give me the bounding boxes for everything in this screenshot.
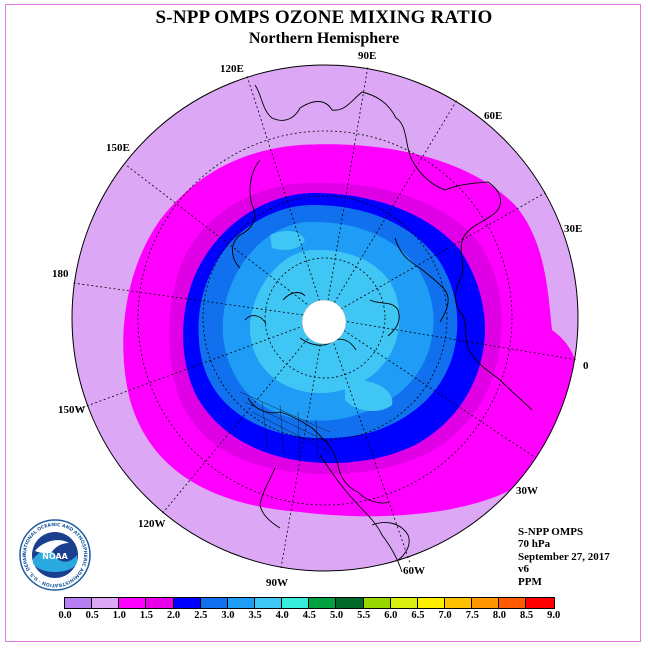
colorbar-tick-label: 3.5 (248, 610, 262, 621)
colorbar-tick-label: 1.0 (112, 610, 126, 621)
lon-label-0: 0 (583, 360, 589, 372)
colorbar-tick-label: 8.0 (492, 610, 506, 621)
lon-label-30e: 30E (564, 223, 583, 235)
pressure-level: 70 hPa (518, 538, 551, 551)
colorbar-tick-label: 7.0 (438, 610, 452, 621)
noaa-logo: NATIONAL OCEANIC AND ATMOSPHERIC ADMINIS… (19, 519, 91, 591)
colorbar-swatch (200, 598, 228, 608)
colorbar-tick-label: 9.0 (547, 610, 561, 621)
colorbar-tick-label: 5.0 (329, 610, 344, 621)
colorbar-swatch (363, 598, 391, 608)
colorbar-tick-label: 4.0 (275, 610, 289, 621)
lon-label-120e: 120E (220, 63, 244, 75)
colorbar-tick-label: 0.0 (58, 610, 72, 621)
lon-label-120w: 120W (138, 518, 166, 530)
colorbar-tick-label: 3.0 (221, 610, 235, 621)
observation-date: September 27, 2017 (518, 550, 610, 563)
figure-frame (5, 4, 641, 642)
graticule (72, 65, 579, 569)
colorbar-tick-label: 7.5 (465, 610, 479, 621)
lon-label-150w: 150W (58, 404, 86, 416)
colorbar (64, 597, 555, 609)
lon-label-30w: 30W (516, 485, 538, 497)
data-version: v6 (518, 563, 529, 576)
colorbar-swatch (92, 598, 120, 608)
colorbar-swatch (499, 598, 527, 608)
colorbar-swatch (146, 598, 174, 608)
colorbar-swatch (173, 598, 201, 608)
product-info: S-NPP OMPS 70 hPa September 27, 2017 v6 … (518, 526, 610, 588)
colorbar-swatch (526, 598, 554, 608)
colorbar-swatch (309, 598, 337, 608)
colorbar-swatch (472, 598, 500, 608)
coastlines (232, 84, 533, 573)
lon-label-60e: 60E (484, 110, 503, 122)
colorbar-swatch (417, 598, 445, 608)
instrument-name: S-NPP OMPS (518, 526, 584, 538)
colorbar-swatch (336, 598, 364, 608)
colorbar-swatch (390, 598, 418, 608)
colorbar-tick-label: 5.5 (357, 610, 371, 621)
lon-label-60w: 60W (403, 565, 425, 577)
noaa-logo-text: NOAA (42, 552, 68, 561)
colorbar-swatch (254, 598, 283, 608)
hemisphere-boundary (71, 64, 579, 572)
lon-label-180: 180 (52, 268, 69, 280)
colorbar-tick-label: 6.0 (384, 610, 398, 621)
lon-label-90e: 90E (358, 50, 377, 62)
polar-night-no-data (301, 299, 347, 345)
colorbar-tick-label: 8.5 (519, 610, 534, 621)
chart-subtitle: Northern Hemisphere (248, 30, 400, 47)
colorbar-tick-label: 2.5 (194, 610, 208, 621)
colorbar-tick-label: 6.5 (411, 610, 425, 621)
lon-label-90w: 90W (266, 577, 288, 589)
colorbar-swatch (444, 598, 473, 608)
colorbar-swatch (282, 598, 310, 608)
colorbar-tick-label: 0.5 (85, 610, 99, 621)
lon-label-150e: 150E (106, 142, 130, 154)
colorbar-swatch (119, 598, 147, 608)
units-label: PPM (518, 575, 542, 588)
colorbar-swatch (65, 598, 93, 608)
chart-title: S-NPP OMPS OZONE MIXING RATIO (155, 7, 493, 28)
colorbar-tick-label: 4.5 (302, 610, 316, 621)
colorbar-tick-label: 2.0 (167, 610, 181, 621)
colorbar-swatch (227, 598, 255, 608)
boundaries (239, 391, 331, 463)
colorbar-tick-label: 1.5 (139, 610, 153, 621)
